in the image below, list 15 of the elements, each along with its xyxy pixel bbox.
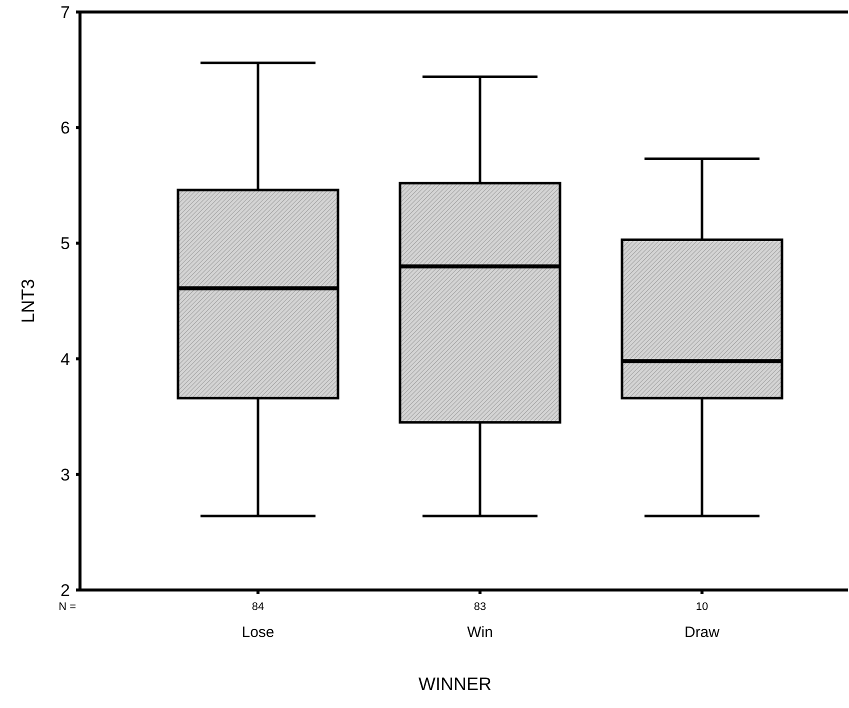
y-axis-title: LNT3 [18,278,38,324]
x-tick-label: Lose [242,624,274,641]
y-tick-label: 3 [60,465,70,484]
y-tick-label: 6 [60,118,70,138]
y-tick-label: 5 [60,234,70,254]
text: 83 [474,601,486,613]
y-tick-label: 7 [60,2,70,22]
x-tick-label: Win [467,624,493,641]
x-axis-title: WINNER [418,674,492,694]
text: 10 [696,601,708,613]
y-tick-label: 2 [60,580,70,600]
text: 84 [252,601,264,613]
x-tick-label: Draw [684,624,720,641]
text: N = [58,601,76,613]
y-tick-label: 4 [60,350,70,369]
